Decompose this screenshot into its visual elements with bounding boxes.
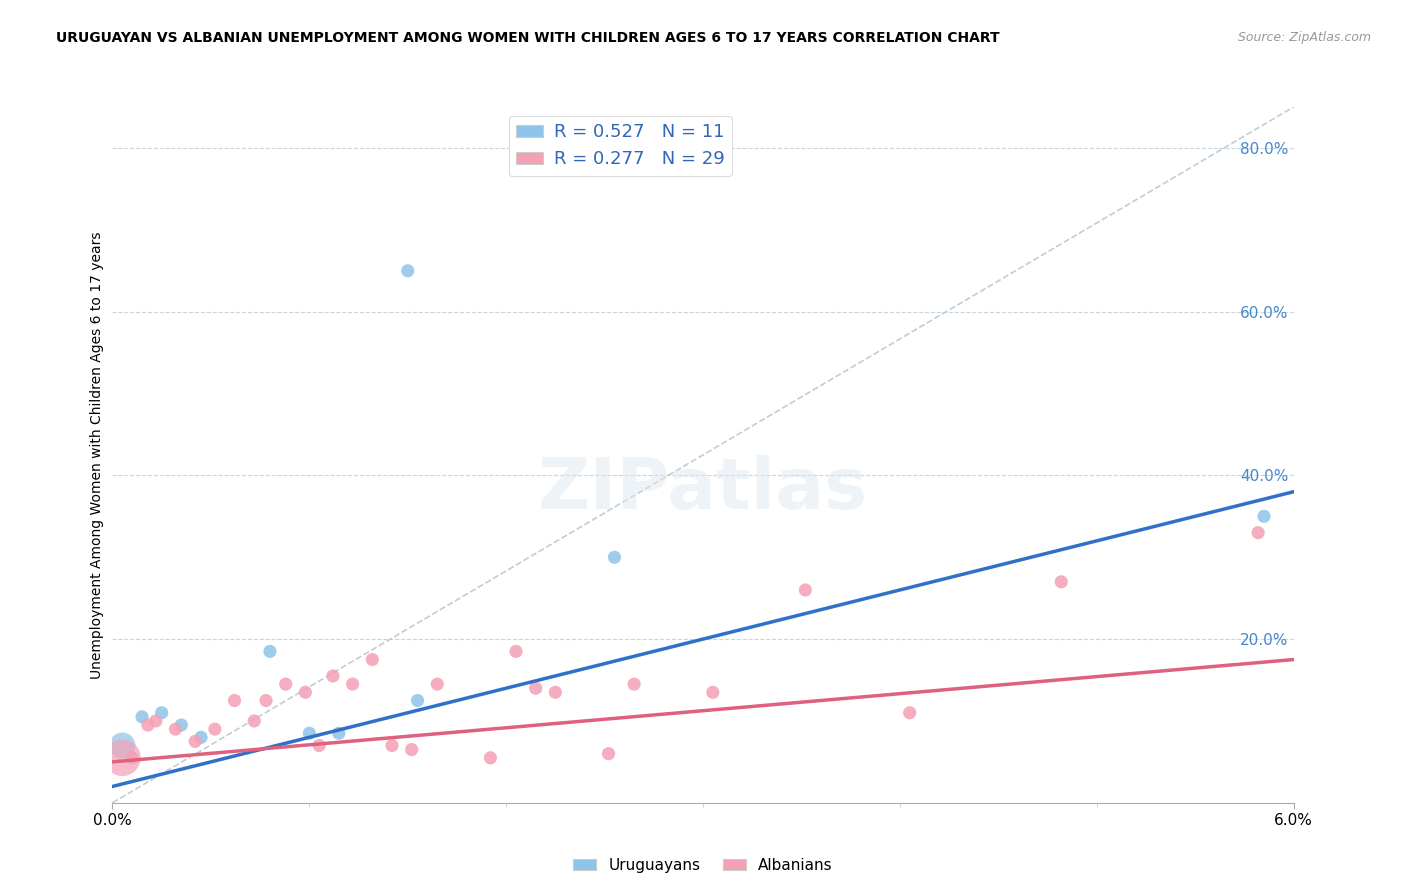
Point: [603, 550, 626, 565]
Point: [204, 722, 226, 736]
Text: URUGUAYAN VS ALBANIAN UNEMPLOYMENT AMONG WOMEN WITH CHILDREN AGES 6 TO 17 YEARS : URUGUAYAN VS ALBANIAN UNEMPLOYMENT AMONG…: [56, 31, 1000, 45]
Point: [381, 739, 404, 753]
Point: [1050, 574, 1073, 589]
Point: [524, 681, 547, 696]
Point: [274, 677, 297, 691]
Point: [170, 718, 193, 732]
Point: [598, 747, 620, 761]
Point: [190, 731, 212, 745]
Point: [623, 677, 645, 691]
Point: [328, 726, 350, 740]
Point: [544, 685, 567, 699]
Point: [479, 751, 502, 765]
Point: [224, 693, 246, 707]
Point: [254, 693, 277, 707]
Point: [111, 751, 134, 765]
Point: [361, 652, 384, 666]
Y-axis label: Unemployment Among Women with Children Ages 6 to 17 years: Unemployment Among Women with Children A…: [90, 231, 104, 679]
Point: [243, 714, 266, 728]
Point: [121, 751, 143, 765]
Point: [702, 685, 724, 699]
Point: [308, 739, 330, 753]
Point: [184, 734, 207, 748]
Point: [294, 685, 316, 699]
Point: [165, 722, 187, 736]
Point: [131, 710, 153, 724]
Point: [111, 739, 134, 753]
Point: [898, 706, 921, 720]
Point: [1247, 525, 1270, 540]
Point: [136, 718, 159, 732]
Legend: Uruguayans, Albanians: Uruguayans, Albanians: [567, 852, 839, 879]
Point: [396, 264, 419, 278]
Point: [794, 582, 817, 597]
Point: [505, 644, 527, 658]
Point: [259, 644, 281, 658]
Point: [150, 706, 173, 720]
Point: [145, 714, 167, 728]
Point: [322, 669, 344, 683]
Point: [401, 742, 423, 756]
Text: ZIPatlas: ZIPatlas: [538, 455, 868, 524]
Point: [298, 726, 321, 740]
Point: [1253, 509, 1275, 524]
Point: [342, 677, 364, 691]
Point: [406, 693, 429, 707]
Text: Source: ZipAtlas.com: Source: ZipAtlas.com: [1237, 31, 1371, 45]
Point: [426, 677, 449, 691]
